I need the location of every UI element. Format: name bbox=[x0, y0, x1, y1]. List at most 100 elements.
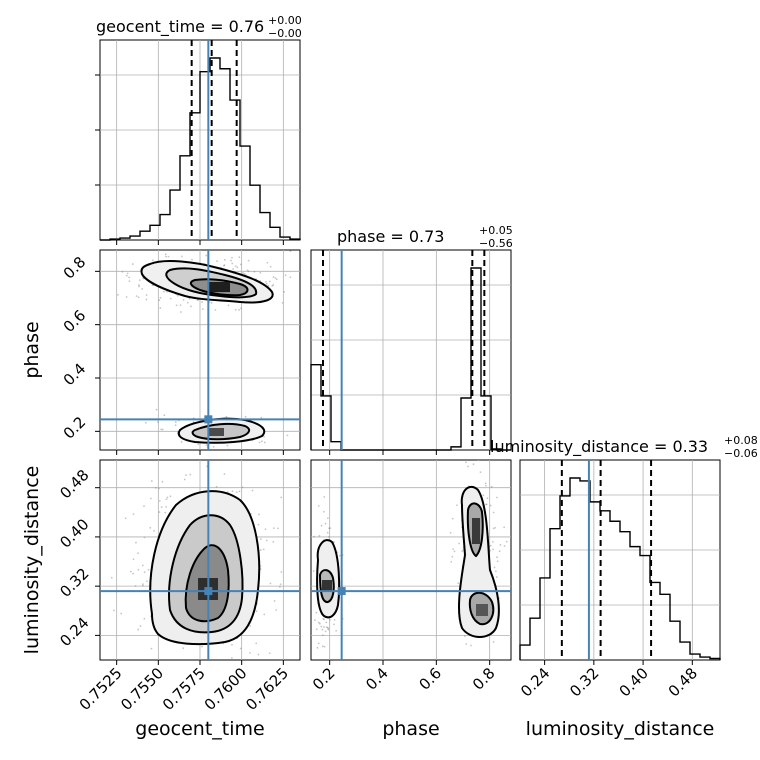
sample-point bbox=[234, 265, 237, 268]
sample-point bbox=[321, 628, 324, 631]
sample-point bbox=[225, 665, 227, 667]
sample-point bbox=[485, 484, 487, 487]
sample-point bbox=[465, 643, 468, 645]
title-name: luminosity_distance bbox=[490, 437, 649, 457]
sample-point bbox=[201, 301, 204, 303]
sample-point bbox=[120, 612, 123, 615]
sample-point bbox=[493, 566, 496, 569]
sample-point bbox=[333, 618, 336, 621]
sample-point bbox=[492, 511, 495, 514]
sample-point bbox=[205, 444, 208, 447]
x-tick-label-luminosity_distance: 0.40 bbox=[616, 664, 652, 700]
title-lower: −0.00 bbox=[268, 27, 302, 40]
sample-point bbox=[143, 505, 145, 508]
sample-point bbox=[268, 652, 271, 655]
sample-point bbox=[201, 645, 203, 648]
sample-point bbox=[490, 485, 493, 488]
sample-point bbox=[223, 473, 226, 475]
sample-point bbox=[495, 576, 498, 578]
x-tick-label-luminosity_distance: 0.24 bbox=[517, 664, 553, 700]
truth-markers bbox=[100, 40, 590, 660]
sample-point bbox=[132, 513, 135, 516]
histogram-phase bbox=[310, 267, 511, 451]
density-phase-vs-geocent_time bbox=[116, 250, 292, 450]
sample-point bbox=[158, 500, 161, 502]
sample-point bbox=[327, 628, 330, 631]
sample-point bbox=[280, 571, 283, 573]
sample-point bbox=[498, 550, 501, 553]
histogram-geocent_time bbox=[100, 57, 301, 241]
sample-point bbox=[304, 589, 306, 591]
y-tick-label-luminosity_distance: 0.32 bbox=[56, 564, 92, 600]
sample-point bbox=[318, 622, 321, 625]
title-upper: +0.05 bbox=[479, 224, 513, 237]
sample-point bbox=[176, 294, 179, 297]
sample-point bbox=[238, 309, 240, 311]
histograms bbox=[100, 57, 721, 660]
sample-point bbox=[141, 564, 144, 567]
sample-point bbox=[318, 534, 321, 537]
sample-point bbox=[138, 279, 141, 282]
sample-point bbox=[138, 284, 140, 286]
sample-point bbox=[131, 263, 134, 265]
sample-point bbox=[149, 526, 152, 529]
sample-point bbox=[163, 290, 165, 293]
sample-point bbox=[126, 272, 129, 275]
sample-point bbox=[314, 619, 316, 622]
sample-point bbox=[255, 642, 258, 645]
sample-point bbox=[145, 580, 148, 583]
sample-point bbox=[241, 486, 244, 489]
xlabel-geocent_time: geocent_time bbox=[135, 718, 264, 740]
sample-point bbox=[503, 526, 506, 529]
sample-point bbox=[192, 250, 195, 252]
sample-point bbox=[323, 626, 325, 628]
sample-point bbox=[205, 254, 208, 257]
x-tick-label-geocent_time: 0.7600 bbox=[201, 664, 251, 714]
sample-point bbox=[496, 560, 499, 563]
sample-point bbox=[223, 667, 225, 669]
sample-point bbox=[110, 576, 113, 579]
sample-point bbox=[180, 255, 183, 258]
sample-point bbox=[461, 550, 464, 553]
sample-point bbox=[128, 276, 131, 279]
sample-point bbox=[486, 497, 489, 500]
sample-point bbox=[267, 284, 270, 287]
sample-point bbox=[132, 558, 135, 561]
x-tick-label-geocent_time: 0.7525 bbox=[76, 664, 126, 714]
sample-point bbox=[142, 584, 144, 587]
sample-point bbox=[269, 582, 272, 585]
sample-point bbox=[482, 494, 485, 497]
sample-point bbox=[165, 290, 168, 293]
sample-point bbox=[158, 511, 161, 513]
sample-point bbox=[216, 260, 218, 263]
y-tick-label-luminosity_distance: 0.48 bbox=[56, 466, 92, 502]
sample-point bbox=[180, 440, 183, 443]
sample-point bbox=[143, 536, 146, 539]
y-tick-label-phase: 0.4 bbox=[60, 360, 90, 390]
sample-point bbox=[262, 548, 265, 551]
sample-point bbox=[188, 297, 191, 300]
sample-point bbox=[215, 485, 218, 488]
sample-point bbox=[169, 495, 172, 498]
sample-point bbox=[186, 301, 189, 304]
sample-point bbox=[226, 444, 229, 447]
sample-point bbox=[153, 529, 155, 532]
sample-point bbox=[258, 513, 260, 516]
title-name: geocent_time bbox=[96, 17, 205, 37]
sample-point bbox=[141, 288, 144, 290]
y-tick-label-luminosity_distance: 0.24 bbox=[56, 614, 92, 650]
sample-point bbox=[255, 610, 258, 613]
sample-point bbox=[475, 452, 477, 454]
x-tick-label-phase: 0.4 bbox=[362, 664, 392, 694]
sample-point bbox=[197, 443, 200, 446]
sample-point bbox=[174, 424, 177, 427]
density-peak bbox=[472, 518, 480, 544]
sample-point bbox=[458, 542, 460, 545]
sample-point bbox=[308, 595, 310, 597]
sample-point bbox=[474, 667, 476, 669]
sample-point bbox=[258, 441, 261, 444]
title-name: phase bbox=[337, 227, 385, 246]
sample-point bbox=[189, 473, 192, 476]
sample-point bbox=[451, 517, 454, 520]
sample-point bbox=[265, 539, 268, 542]
